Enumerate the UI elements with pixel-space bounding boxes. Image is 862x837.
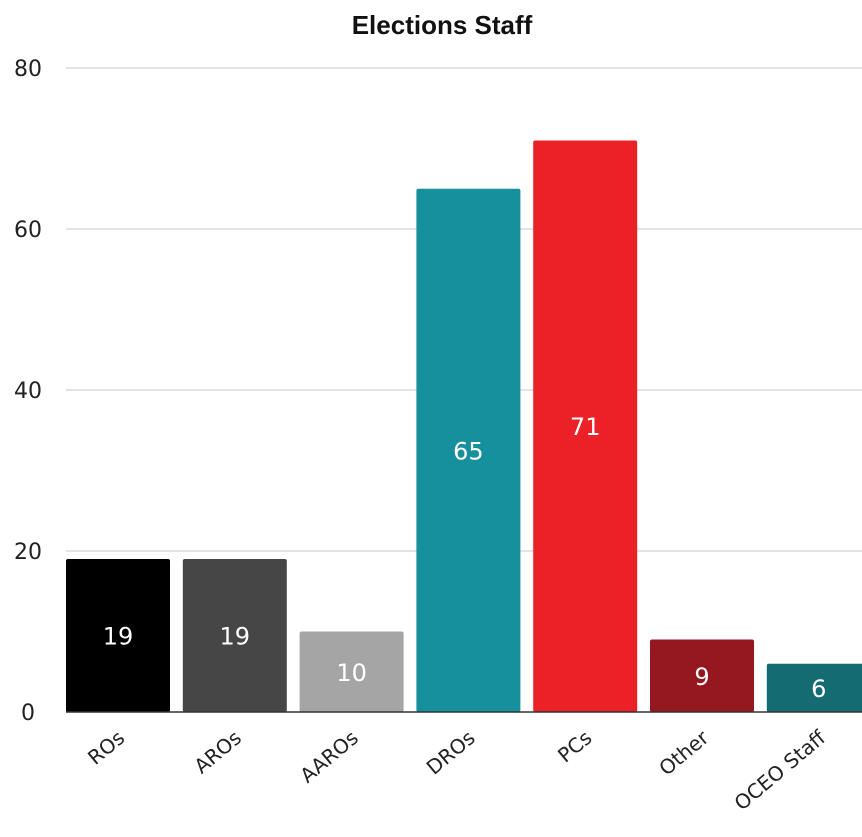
bar-other: [650, 639, 754, 712]
bar-pcs: [533, 140, 638, 712]
data-label: 71: [570, 413, 601, 441]
y-tick-label: 40: [14, 379, 42, 404]
x-tick-label: OCEO Staff: [730, 725, 831, 816]
y-tick-label: 0: [21, 701, 35, 726]
x-tick-label: DROs: [422, 725, 480, 779]
bar-dros: [416, 188, 521, 712]
data-labels: 19 19 10 65 71 9 6: [103, 413, 827, 703]
data-label: 65: [453, 437, 484, 465]
x-tick-label: ROs: [83, 725, 129, 769]
y-tick-label: 60: [14, 218, 42, 243]
y-tick-label: 80: [14, 57, 42, 82]
chart-title: Elections Staff: [352, 10, 533, 40]
bar-aaros: [299, 631, 404, 712]
bar-oceo-staff: [766, 663, 862, 712]
x-tick-label: PCs: [553, 725, 596, 767]
x-tick-label: AAROs: [295, 725, 363, 787]
y-tick-label: 20: [14, 540, 42, 565]
bar-ros: [66, 559, 170, 712]
data-label: 10: [336, 659, 367, 687]
bars: [66, 140, 862, 712]
x-tick-label: AROs: [189, 725, 246, 778]
x-tick-label: Other: [654, 725, 714, 780]
x-axis-ticks: ROs AROs AAROs DROs PCs Other OCEO Staff: [83, 725, 831, 816]
data-label: 6: [811, 675, 826, 703]
data-label: 19: [103, 623, 134, 651]
data-label: 19: [220, 623, 251, 651]
bar-aros: [182, 559, 287, 712]
data-label: 9: [694, 663, 709, 691]
y-axis-ticks: 0 20 40 60 80: [14, 57, 42, 726]
